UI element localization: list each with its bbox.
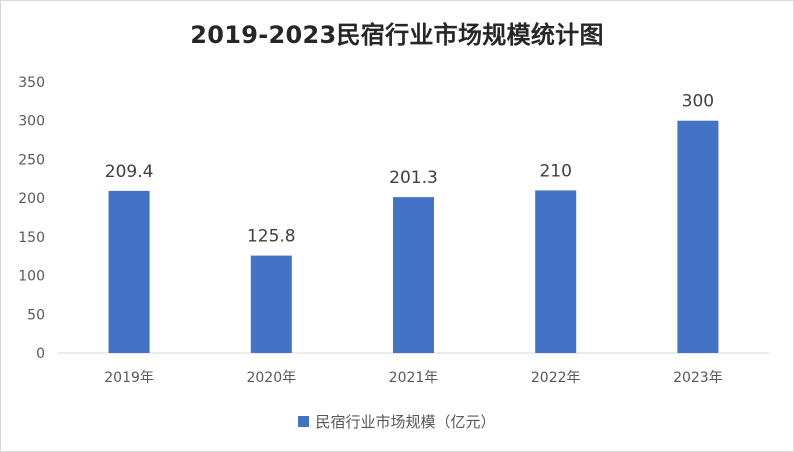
y-tick-label: 100 — [18, 269, 45, 285]
x-tick-label: 2022年 — [531, 370, 581, 386]
x-tick-label: 2021年 — [389, 370, 439, 386]
legend-swatch — [298, 416, 310, 427]
y-tick-label: 350 — [18, 75, 45, 91]
chart-title: 2019-2023民宿行业市场规模统计图 — [190, 21, 604, 49]
bar-value-label: 300 — [682, 92, 714, 112]
bar — [250, 255, 292, 353]
y-tick-label: 300 — [18, 114, 45, 130]
y-tick-label: 250 — [18, 152, 45, 168]
bar-value-label: 210 — [539, 161, 571, 181]
bar-value-label: 125.8 — [247, 227, 296, 247]
x-tick-label: 2023年 — [673, 370, 723, 386]
bar-group — [108, 120, 719, 353]
legend: 民宿行业市场规模（亿元） — [1, 411, 793, 432]
bar — [535, 190, 577, 353]
x-tick-label: 2020年 — [246, 370, 296, 386]
y-tick-label: 0 — [36, 346, 45, 362]
y-tick-label: 200 — [18, 191, 45, 207]
bar-value-label: 209.4 — [105, 162, 154, 182]
data-label-group: 209.4 125.8 201.3 210 300 — [105, 92, 714, 247]
bar — [108, 190, 150, 353]
bar — [677, 120, 719, 353]
bar-value-label: 201.3 — [389, 168, 438, 188]
legend-label: 民宿行业市场规模（亿元） — [315, 413, 496, 431]
y-axis: 0 50 100 150 200 250 300 350 — [18, 75, 45, 362]
y-tick-label: 150 — [18, 230, 45, 246]
bar — [393, 197, 434, 353]
x-tick-label: 2019年 — [104, 370, 154, 386]
x-axis: 2019年 2020年 2021年 2022年 2023年 — [104, 370, 722, 386]
y-tick-label: 50 — [27, 307, 45, 323]
